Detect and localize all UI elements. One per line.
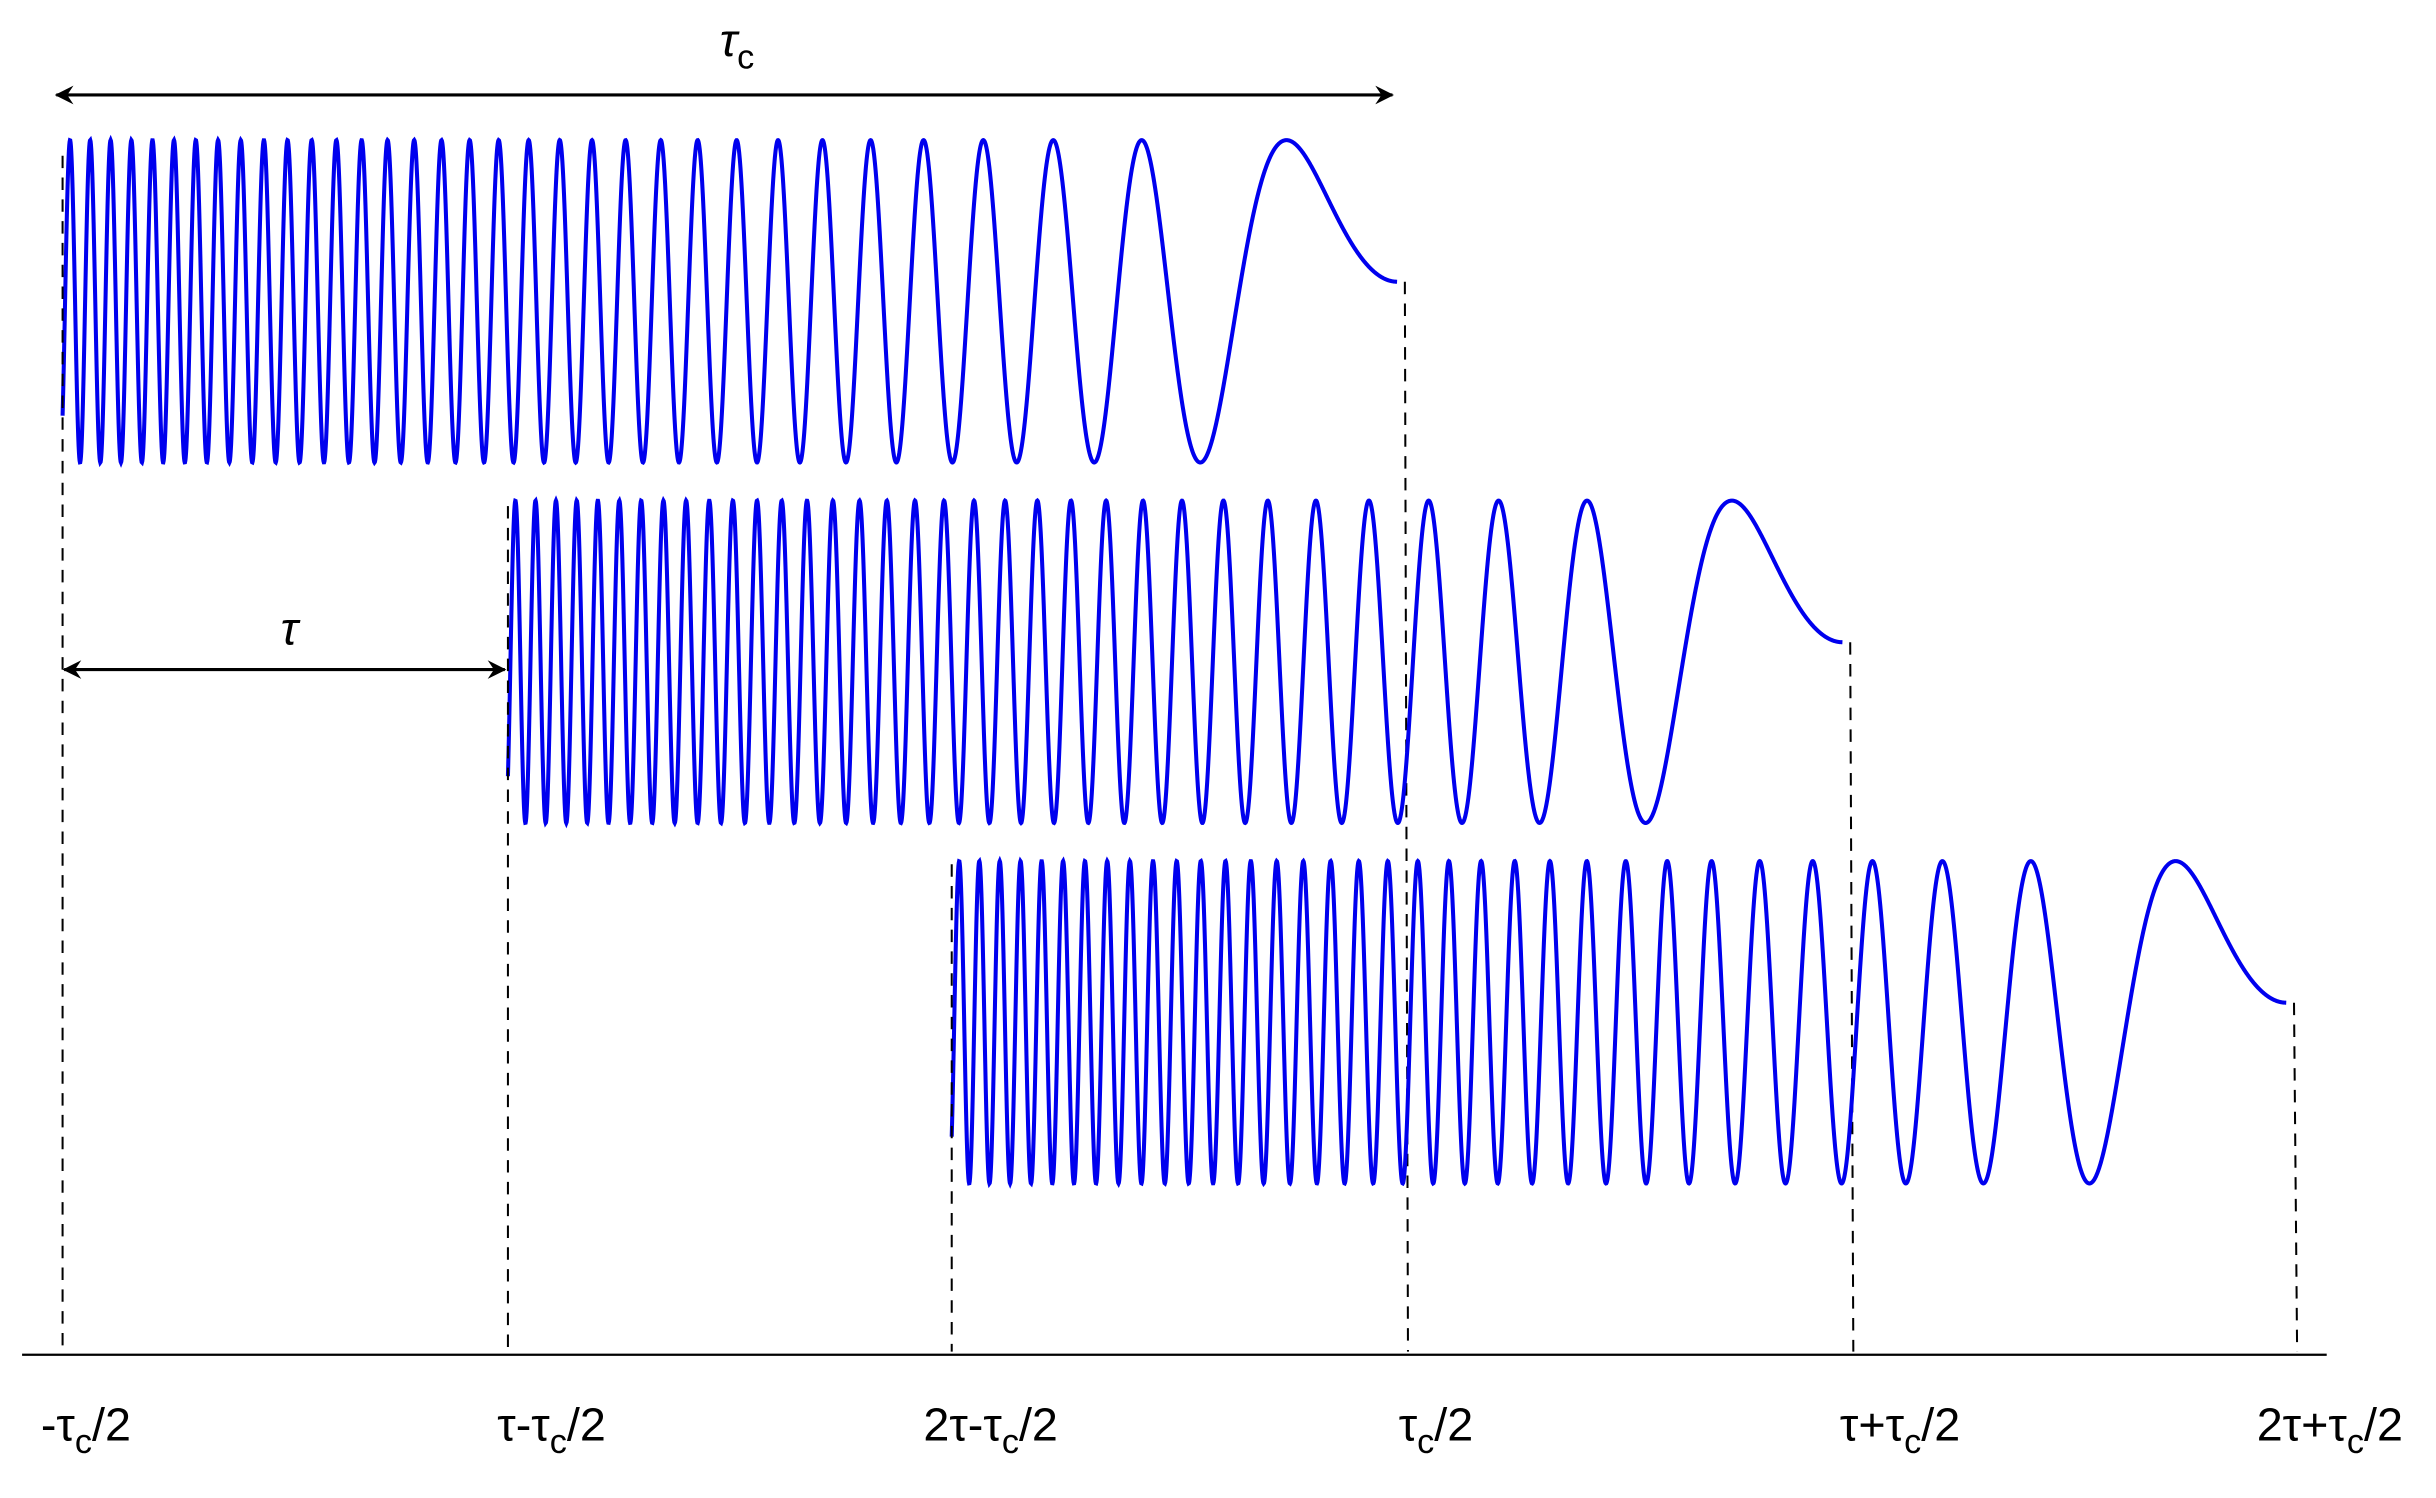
axis-label: τ+τc/2	[1840, 1398, 1960, 1460]
label-suffix: /2	[2364, 1398, 2403, 1450]
axis-labels: -τc/2 τ-τc/2 2τ-τc/2 τc/2 τ+τc/2 2τ+τc/2	[41, 1398, 2403, 1460]
label-prefix: -τ	[41, 1398, 76, 1450]
label-subscript: c	[2347, 1423, 2364, 1461]
label-suffix: /2	[567, 1398, 606, 1450]
label-prefix: τ-τ	[497, 1398, 550, 1450]
label-suffix: /2	[92, 1398, 131, 1450]
axis-label: τ-τc/2	[497, 1398, 606, 1460]
axis-label: -τc/2	[41, 1398, 131, 1460]
end-marker	[1403, 281, 1409, 1352]
tau-label: τ	[281, 603, 301, 655]
axis-label: 2τ-τc/2	[923, 1398, 1058, 1460]
label-suffix: /2	[1434, 1398, 1473, 1450]
label-prefix: 2τ-τ	[923, 1398, 1002, 1450]
label-prefix: τ	[1399, 1398, 1418, 1450]
label-subscript: c	[75, 1423, 92, 1461]
label-prefix: τ+τ	[1840, 1398, 1905, 1450]
label-subscript: c	[550, 1423, 567, 1461]
chirp-pulse	[949, 855, 2287, 1189]
label-subscript: c	[1002, 1423, 1019, 1461]
end-marker	[1849, 642, 1855, 1352]
symbol: τ	[720, 14, 740, 66]
tau-c-label: τc	[720, 14, 755, 76]
label-suffix: /2	[1019, 1398, 1058, 1450]
chirp-group	[60, 134, 2299, 1352]
end-marker	[2292, 1002, 2299, 1352]
axis-label: τc/2	[1399, 1398, 1474, 1460]
chirp-pulse	[505, 495, 1843, 829]
subscript: c	[737, 39, 754, 77]
label-subscript: c	[1417, 1423, 1434, 1461]
label-subscript: c	[1904, 1423, 1921, 1461]
axis-label: 2τ+τc/2	[2257, 1398, 2403, 1460]
chirp-pulse	[60, 134, 1398, 468]
label-suffix: /2	[1921, 1398, 1960, 1450]
label-prefix: 2τ+τ	[2257, 1398, 2348, 1450]
